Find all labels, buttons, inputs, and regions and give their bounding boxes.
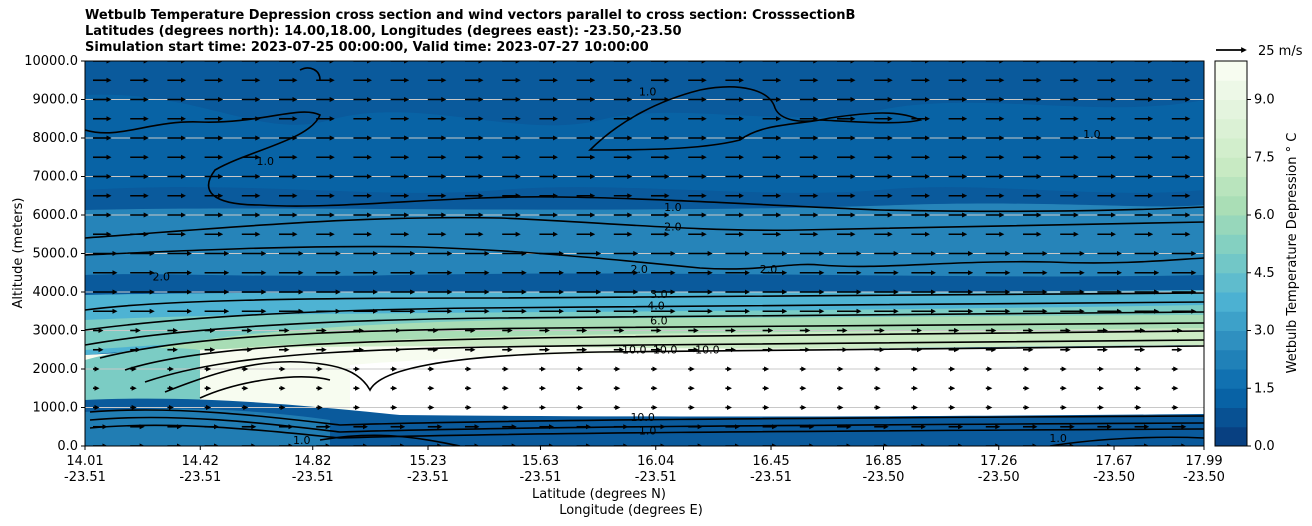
colorbar-segment — [1215, 272, 1247, 293]
colorbar-segment — [1215, 349, 1247, 370]
y-tick-label: 1000.0 — [33, 401, 79, 416]
colorbar-segment — [1215, 99, 1247, 120]
contour-label: 1.0 — [293, 434, 311, 447]
colorbar-segment — [1215, 253, 1247, 274]
colorbar-tick-label: 3.0 — [1254, 324, 1275, 339]
y-axis: 0.0 1000.0 2000.0 3000.0 4000.0 5000.0 6000.0 7… — [24, 54, 85, 454]
colorbar-segment — [1215, 426, 1247, 447]
colorbar-tick-label: 1.5 — [1254, 381, 1275, 396]
y-tick-label: 10000.0 — [24, 54, 78, 69]
colorbar-segment — [1215, 311, 1247, 331]
x-tick-lon: -23.50 — [978, 470, 1020, 485]
quiver-key-label: 25 m/s — [1258, 44, 1303, 59]
chart-title: Wetbulb Temperature Depression cross sec… — [85, 8, 855, 56]
colorbar-segment — [1215, 61, 1247, 81]
contour-label: 2.0 — [664, 220, 682, 233]
colorbar-segment — [1215, 292, 1247, 312]
x-tick-lat: 14.01 — [66, 454, 103, 469]
x-tick-lat: 16.85 — [865, 454, 902, 469]
colorbar-segment — [1215, 407, 1247, 428]
colorbar-segment — [1215, 80, 1247, 100]
colorbar-segment — [1215, 330, 1247, 351]
x-tick-lat: 17.99 — [1185, 454, 1222, 469]
colorbar-segment — [1215, 176, 1247, 197]
contour-label: 2.0 — [760, 263, 778, 276]
contour-label: 1.0 — [257, 155, 275, 168]
colorbar-segment — [1215, 157, 1247, 177]
y-tick-label: 0.0 — [57, 439, 78, 454]
title-line-1: Wetbulb Temperature Depression cross sec… — [85, 8, 856, 23]
contour-labels: 1.01.01.01.02.02.0 2.02.03.04.06.010.0 10.… — [152, 86, 1101, 447]
x-tick-lat: 14.42 — [182, 454, 219, 469]
x-tick-lat: 16.45 — [752, 454, 789, 469]
x-axis-label-lat: Latitude (degrees N) — [532, 487, 666, 502]
x-tick-lon: -23.51 — [407, 470, 449, 485]
colorbar-tick-label: 9.0 — [1254, 93, 1275, 108]
x-tick-lat: 15.23 — [409, 454, 446, 469]
y-axis-label: Altitude (meters) — [11, 198, 26, 309]
contour-label: 1.0 — [639, 424, 657, 437]
x-tick-lon: -23.51 — [635, 470, 677, 485]
y-tick-label: 8000.0 — [33, 131, 79, 146]
x-tick-lat: 15.63 — [522, 454, 559, 469]
contour-lines — [85, 67, 1204, 446]
y-tick-label: 2000.0 — [33, 362, 79, 377]
contour-label: 10.0 — [653, 344, 678, 357]
x-axis: 14.01-23.5114.42-23.5114.82-23.5115.23-2… — [64, 446, 1225, 485]
x-tick-lat: 14.82 — [294, 454, 331, 469]
wind-vectors — [93, 61, 1197, 446]
x-tick-lon: -23.50 — [863, 470, 905, 485]
y-tick-label: 7000.0 — [33, 170, 79, 185]
colorbar-segment — [1215, 195, 1247, 216]
y-tick-label: 6000.0 — [33, 208, 79, 223]
y-tick-label: 3000.0 — [33, 324, 79, 339]
contour-label: 2.0 — [152, 270, 170, 283]
x-tick-lat: 16.04 — [637, 454, 674, 469]
x-tick-lon: -23.50 — [1093, 470, 1135, 485]
colorbar: 0.0 1.5 3.0 4.5 6.0 7.5 9.0 — [1214, 60, 1275, 454]
contour-label: 1.0 — [664, 201, 682, 214]
colorbar-segment — [1215, 369, 1247, 389]
colorbar-segment — [1215, 388, 1247, 408]
contour-label: 1.0 — [1083, 128, 1101, 141]
contour-label: 10.0 — [695, 344, 720, 357]
colorbar-tick-label: 0.0 — [1254, 439, 1275, 454]
contour-label: 4.0 — [647, 299, 665, 312]
title-line-2: Latitudes (degrees north): 14.00,18.00, … — [85, 24, 682, 39]
colorbar-segment — [1215, 118, 1247, 139]
x-tick-lon: -23.50 — [1183, 470, 1225, 485]
x-tick-lon: -23.51 — [292, 470, 334, 485]
contour-label: 2.0 — [630, 263, 648, 276]
colorbar-segment — [1215, 234, 1247, 254]
x-axis-label-lon: Longitude (degrees E) — [559, 503, 703, 518]
colorbar-frame — [1214, 60, 1248, 447]
contour-label: 3.0 — [650, 288, 668, 301]
contour-label: 1.0 — [639, 86, 657, 99]
y-tick-label: 5000.0 — [33, 247, 79, 262]
contour-label: 6.0 — [650, 315, 668, 328]
x-tick-lon: -23.51 — [179, 470, 221, 485]
y-tick-label: 4000.0 — [33, 285, 79, 300]
y-tick-label: 9000.0 — [33, 93, 79, 108]
title-line-3: Simulation start time: 2023-07-25 00:00:… — [85, 40, 649, 55]
colorbar-tick-label: 6.0 — [1254, 208, 1275, 223]
plot-field — [85, 61, 1204, 446]
x-tick-lat: 17.26 — [980, 454, 1017, 469]
x-tick-lon: -23.51 — [64, 470, 106, 485]
colorbar-segment — [1215, 138, 1247, 158]
contour-label: 1.0 — [1049, 432, 1067, 445]
colorbar-label: Wetbulb Temperature Depression ° C — [1285, 133, 1300, 374]
x-tick-lon: -23.51 — [520, 470, 562, 485]
colorbar-tick-label: 7.5 — [1254, 150, 1275, 165]
colorbar-segment — [1215, 215, 1247, 235]
quiver-key: 25 m/s — [1216, 44, 1303, 59]
colorbar-tick-label: 4.5 — [1254, 266, 1275, 281]
contour-label: 10.0 — [630, 411, 655, 424]
contour-label: 10.0 — [622, 344, 647, 357]
x-tick-lat: 17.67 — [1095, 454, 1132, 469]
x-tick-lon: -23.51 — [750, 470, 792, 485]
